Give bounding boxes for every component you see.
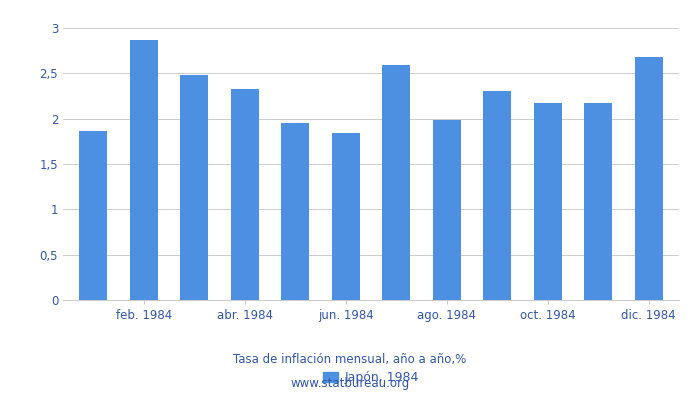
Bar <box>483 90 511 300</box>
Bar <box>181 75 208 300</box>
Bar <box>534 103 561 300</box>
Bar <box>79 131 107 300</box>
Bar <box>231 89 259 300</box>
Bar <box>382 65 410 300</box>
Text: Tasa de inflación mensual, año a año,%: Tasa de inflación mensual, año a año,% <box>233 354 467 366</box>
Bar <box>281 123 309 300</box>
Bar <box>584 103 612 300</box>
Text: www.statbureau.org: www.statbureau.org <box>290 378 410 390</box>
Bar <box>130 40 158 300</box>
Bar <box>635 57 663 300</box>
Bar <box>332 133 360 300</box>
Legend: Japón, 1984: Japón, 1984 <box>318 366 424 389</box>
Bar <box>433 120 461 300</box>
